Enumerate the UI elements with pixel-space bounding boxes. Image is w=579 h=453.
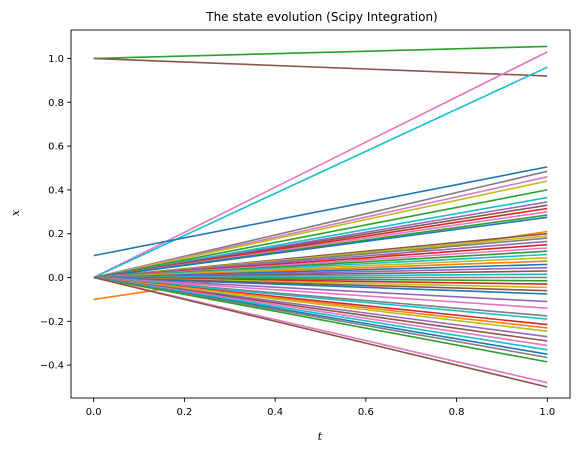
series-line-36 [93, 276, 548, 295]
x-tick-label: 0.2 [176, 407, 192, 418]
y-tick-label: 0.6 [48, 142, 64, 153]
series-layer [93, 45, 548, 388]
series-line-37 [93, 276, 548, 303]
y-tick-label: 0.0 [48, 273, 64, 284]
y-tick-label: 0.2 [48, 229, 64, 240]
y-tick-label: −0.2 [40, 317, 64, 328]
series-line-16 [93, 216, 548, 279]
y-tick-label: 0.8 [48, 98, 64, 109]
ticks: 0.0 0.2 0.4 0.6 0.8 1.0 −0.4 −0.2 0.0 0.2 0.4 0.6 0.… [40, 54, 556, 418]
series-line-9 [93, 189, 548, 279]
series-line-1 [93, 57, 548, 77]
x-tick-label: 0.0 [86, 407, 102, 418]
y-axis-label: x [9, 209, 22, 216]
series-line-43 [93, 276, 548, 332]
series-line-4 [93, 166, 548, 257]
plot-frame [70, 29, 571, 399]
x-tick-label: 0.8 [449, 407, 465, 418]
axes [70, 29, 571, 399]
series-line-50 [93, 276, 548, 363]
series-line-2 [93, 51, 548, 279]
y-tick-label: 0.4 [48, 185, 64, 196]
series-line-3 [93, 66, 548, 279]
x-axis-label: t [318, 430, 323, 443]
x-tick-label: 1.0 [539, 407, 555, 418]
series-line-40 [93, 276, 548, 320]
x-tick-label: 0.4 [267, 407, 283, 418]
series-line-6 [93, 170, 548, 279]
series-line-52 [93, 276, 548, 388]
series-line-0 [93, 45, 548, 60]
series-line-38 [93, 276, 548, 309]
series-line-8 [93, 180, 548, 279]
chart-title: The state evolution (Scipy Integration) [205, 10, 437, 24]
y-tick-label: 1.0 [48, 54, 64, 65]
x-tick-label: 0.6 [358, 407, 374, 418]
y-tick-label: −0.4 [40, 361, 64, 372]
